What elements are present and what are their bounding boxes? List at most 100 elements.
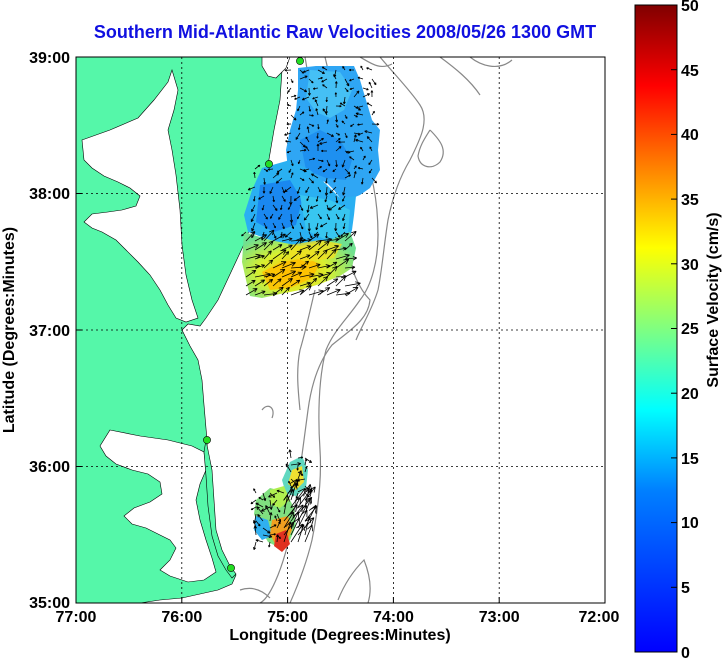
velocity-arrow [281,222,285,230]
velocity-arrow [297,105,301,112]
velocity-arrow [310,173,319,179]
velocity-arrow [285,140,292,143]
velocity-arrow [326,204,330,211]
velocity-arrow [342,222,346,230]
map-title: Southern Mid-Atlantic Raw Velocities 200… [93,22,597,42]
velocity-arrow [326,159,331,167]
velocity-arrow [308,250,320,260]
velocity-arrow [335,159,338,168]
velocity-arrow [299,141,306,148]
colorbar-tick: 30 [681,257,699,274]
velocity-arrow [295,132,301,140]
velocity-arrow [288,480,292,487]
velocity-arrow [312,96,319,100]
velocity-arrow [335,114,339,123]
velocity-arrow [263,222,268,230]
velocity-arrow [258,496,264,501]
velocity-arrow [274,515,278,522]
velocity-arrow [290,237,302,251]
velocity-arrow [263,213,268,220]
velocity-arrow [315,222,319,231]
velocity-arrow [335,231,341,238]
y-tick-label: 39:00 [29,50,70,67]
velocity-arrow [276,506,281,513]
velocity-arrow [262,534,273,539]
velocity-arrow [344,174,352,179]
velocity-arrow [304,516,312,536]
velocity-arrow [360,146,364,152]
velocity-arrow [289,213,294,223]
velocity-arrow [281,237,293,242]
velocity-arrow [275,177,283,184]
velocity-arrow [290,487,306,508]
velocity-arrow [272,499,278,506]
velocity-arrow [316,132,319,139]
velocity-arrow [317,213,322,220]
velocity-arrow [357,132,364,136]
velocity-arrow [342,213,346,222]
velocity-arrow [305,186,310,194]
velocity-arrow [268,492,278,498]
colorbar-tick: 15 [681,451,699,468]
velocity-arrow [308,240,322,251]
velocity-arrow [368,159,373,166]
velocity-arrow [281,251,290,260]
velocity-arrow [333,74,337,80]
velocity-arrow [299,75,308,80]
velocity-arrow [281,286,290,296]
velocity-arrow [308,114,314,117]
velocity-arrow [250,499,257,505]
colorbar-label: Surface Velocity (cm/s) [705,212,722,387]
velocity-arrow [344,286,359,296]
colorbar-tick: 50 [681,0,699,15]
velocity-arrow [304,504,317,529]
velocity-arrow [298,123,301,131]
velocity-arrow [326,278,339,287]
velocity-arrow [308,157,316,161]
velocity-arrow [335,258,350,269]
velocity-arrow [355,138,364,143]
x-tick-label: 77:00 [56,609,97,626]
velocity-arrow [299,281,311,287]
station-marker [203,436,211,444]
velocity-arrow [366,67,373,71]
velocity-arrow [326,119,329,125]
velocity-arrow [305,146,310,152]
velocity-arrow [256,506,264,515]
x-tick-label: 74:00 [373,609,414,626]
velocity-arrow [335,253,350,260]
velocity-arrow [257,514,264,522]
velocity-arrow [304,484,313,508]
velocity-arrow [290,94,297,98]
velocity-arrow [325,231,328,239]
velocity-arrow [290,483,298,501]
velocity-arrow [317,276,329,287]
velocity-arrow [308,277,318,287]
velocity-arrow [287,204,292,210]
velocity-arrow [290,159,294,167]
velocity-arrow [299,148,307,152]
velocity-arrow [272,268,286,278]
velocity-arrow [317,249,328,260]
velocity-arrow [285,463,292,473]
velocity-arrow [276,168,283,173]
velocity-arrow [286,122,292,126]
velocity-arrow [348,68,354,72]
velocity-arrow [299,204,304,211]
velocity-arrow [366,102,373,107]
velocity-arrow [322,84,328,89]
velocity-arrow [335,137,341,143]
velocity-arrow [335,276,346,287]
velocity-arrow [263,229,275,242]
velocity-arrow [326,213,330,221]
velocity-arrow [269,512,273,522]
velocity-arrow [294,96,301,100]
velocity-arrow [344,256,358,261]
x-tick-label: 76:00 [161,609,202,626]
velocity-arrow [299,69,305,74]
velocity-arrow [283,494,290,515]
velocity-arrow [306,195,310,202]
velocity-arrow [283,521,293,543]
velocity-arrow [255,502,264,508]
velocity-arrow [317,287,331,296]
